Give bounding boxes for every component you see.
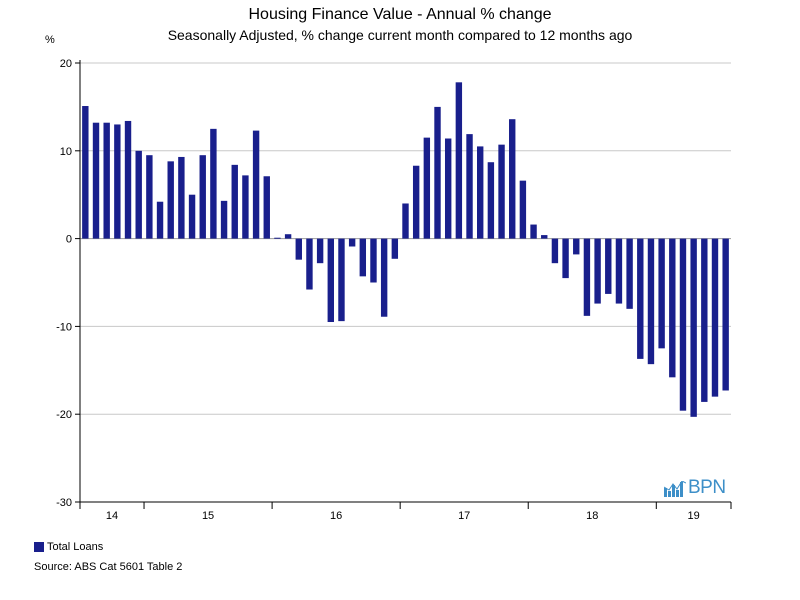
bar bbox=[210, 128, 217, 239]
bar bbox=[530, 224, 537, 239]
y-axis-unit-label: % bbox=[45, 34, 55, 46]
bar bbox=[263, 176, 270, 239]
bar bbox=[669, 238, 676, 378]
bar bbox=[637, 238, 644, 359]
x-tick-label: 15 bbox=[202, 510, 214, 522]
bar bbox=[487, 162, 495, 239]
x-tick-label: 17 bbox=[458, 510, 470, 522]
bpn-logo: BPN bbox=[664, 478, 726, 497]
bar bbox=[412, 165, 420, 239]
bar bbox=[156, 201, 164, 239]
bar bbox=[626, 238, 633, 309]
bar bbox=[167, 161, 174, 239]
bar bbox=[701, 238, 708, 402]
bar bbox=[252, 130, 260, 239]
bar bbox=[562, 238, 569, 279]
bar bbox=[423, 137, 431, 239]
bpn-logo-icon bbox=[664, 481, 686, 497]
x-tick-label: 14 bbox=[106, 510, 118, 522]
bar bbox=[583, 238, 591, 316]
bar bbox=[82, 106, 89, 239]
x-tick-label: 16 bbox=[330, 510, 342, 522]
bar bbox=[647, 238, 655, 365]
bar bbox=[188, 194, 196, 239]
bar bbox=[573, 238, 580, 255]
bar bbox=[103, 122, 110, 239]
grid-lines bbox=[80, 62, 731, 415]
bar bbox=[605, 238, 612, 294]
bar bbox=[658, 238, 665, 349]
bar bbox=[690, 238, 697, 417]
bar bbox=[498, 144, 505, 239]
bar bbox=[466, 134, 473, 239]
bar bbox=[434, 106, 441, 239]
bar bbox=[338, 238, 345, 322]
bar bbox=[178, 156, 185, 239]
legend: Total Loans bbox=[34, 541, 103, 553]
bar bbox=[711, 238, 719, 397]
legend-swatch bbox=[34, 542, 44, 552]
source-note: Source: ABS Cat 5601 Table 2 bbox=[34, 561, 183, 573]
bar bbox=[135, 150, 142, 239]
bar bbox=[402, 203, 409, 239]
y-tick-label: 10 bbox=[60, 146, 72, 158]
bar bbox=[380, 238, 388, 317]
bar bbox=[327, 238, 334, 323]
bar bbox=[594, 238, 601, 304]
bar bbox=[124, 120, 132, 239]
axes: 20 10 0 -10 -20 -30 14 15 16 17 18 19 bbox=[56, 58, 732, 522]
y-tick-label: -30 bbox=[56, 497, 72, 509]
y-tick-label: -20 bbox=[56, 409, 72, 421]
bar bbox=[615, 238, 623, 304]
bar bbox=[455, 82, 463, 239]
bar bbox=[284, 234, 292, 239]
bar bbox=[92, 122, 100, 239]
y-tick-label: 20 bbox=[60, 58, 72, 70]
chart-title: Housing Finance Value - Annual % change bbox=[248, 6, 552, 23]
legend-label: Total Loans bbox=[47, 541, 104, 553]
bar bbox=[391, 238, 399, 259]
bar bbox=[519, 180, 527, 239]
y-tick-label: -10 bbox=[56, 321, 72, 333]
bar bbox=[316, 238, 324, 264]
bar bbox=[370, 238, 377, 283]
bar bbox=[509, 119, 516, 239]
chart-subtitle: Seasonally Adjusted, % change current mo… bbox=[167, 27, 633, 43]
bar bbox=[274, 237, 281, 239]
bar bbox=[295, 238, 302, 260]
bar bbox=[220, 200, 228, 239]
bar bbox=[199, 155, 206, 239]
bar bbox=[551, 238, 559, 264]
y-tick-label: 0 bbox=[66, 234, 72, 246]
bar bbox=[359, 238, 367, 277]
bar bbox=[348, 238, 356, 247]
bar-series bbox=[82, 82, 729, 417]
bar bbox=[444, 138, 452, 239]
bar bbox=[231, 164, 238, 239]
bpn-logo-text: BPN bbox=[688, 477, 726, 498]
bar bbox=[477, 146, 484, 239]
bar bbox=[146, 155, 153, 239]
bar bbox=[242, 175, 249, 239]
bar bbox=[722, 238, 729, 391]
bar bbox=[679, 238, 687, 411]
x-tick-label: 18 bbox=[586, 510, 598, 522]
bar bbox=[114, 124, 121, 239]
bar bbox=[306, 238, 313, 290]
x-tick-label: 19 bbox=[688, 510, 700, 522]
bar bbox=[541, 235, 548, 239]
